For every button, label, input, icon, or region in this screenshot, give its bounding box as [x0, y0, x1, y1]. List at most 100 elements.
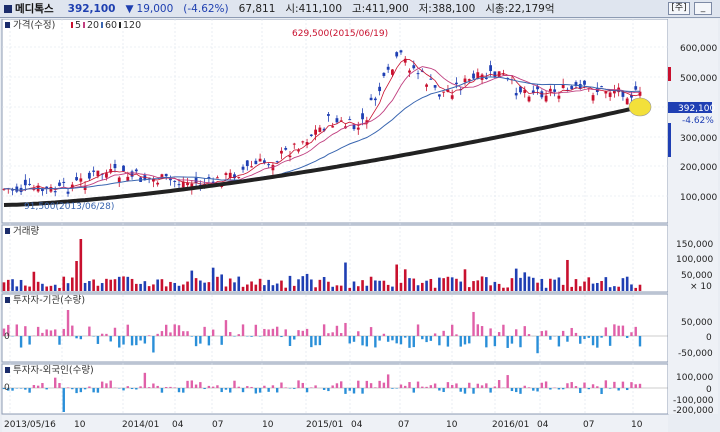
- inst-bar: [357, 331, 360, 336]
- inst-bar: [369, 327, 373, 336]
- inst-bar: [459, 336, 462, 347]
- inst-bar: [604, 327, 608, 336]
- inst-bar: [502, 324, 505, 336]
- candle-body: [395, 52, 399, 57]
- inst-bar: [395, 336, 398, 344]
- foreign-bar: [293, 388, 296, 389]
- volume-bar: [109, 279, 113, 291]
- foreign-bar: [152, 383, 155, 388]
- foreign-bar: [468, 382, 471, 388]
- foreign-bar: [135, 388, 138, 390]
- inst-bar: [2, 328, 6, 336]
- volume-panel[interactable]: [1, 224, 669, 293]
- candle-body: [608, 92, 612, 97]
- stock-name[interactable]: 메디톡스: [15, 3, 54, 15]
- foreign-bar: [220, 388, 223, 393]
- candle-body: [408, 70, 411, 73]
- inst-bar: [45, 329, 48, 336]
- inst-bar: [544, 330, 548, 336]
- candle-body: [429, 78, 433, 80]
- foreign-bar: [250, 386, 253, 388]
- inst-bar: [570, 327, 573, 336]
- market-cap: 시총:22,179억: [485, 3, 555, 15]
- candle-body: [28, 183, 32, 185]
- candle-body: [87, 172, 91, 179]
- volume-bar: [382, 280, 386, 291]
- foreign-panel[interactable]: [1, 363, 669, 415]
- institution-panel[interactable]: [1, 293, 669, 363]
- volume-bar: [591, 283, 595, 291]
- volume-bar: [62, 276, 66, 291]
- candle-body: [331, 126, 335, 128]
- foreign-bar: [378, 380, 381, 388]
- inst-bar: [71, 325, 74, 336]
- volume-bar: [241, 286, 245, 291]
- volume-bar: [489, 285, 492, 291]
- candle-body: [53, 191, 57, 193]
- foreign-bar: [160, 388, 164, 393]
- volume-bar: [156, 279, 159, 291]
- inst-bar: [365, 336, 369, 347]
- inst-bar: [600, 336, 603, 338]
- candle-body: [523, 89, 527, 93]
- for-tick-0: 0: [706, 385, 712, 395]
- volume-bar: [147, 286, 151, 291]
- inst-bar: [199, 336, 202, 344]
- candle-body: [126, 176, 130, 181]
- inst-bar: [374, 336, 377, 348]
- volume-bar: [553, 279, 556, 291]
- foreign-bar: [177, 388, 181, 393]
- menu-square-icon[interactable]: [4, 4, 12, 13]
- volume-bar: [113, 279, 117, 291]
- inst-bar: [182, 331, 185, 336]
- foreign-bar: [41, 383, 44, 388]
- foreign-bar: [130, 388, 134, 390]
- candle-body: [467, 79, 471, 81]
- candle-body: [489, 65, 493, 72]
- foreign-bar: [28, 388, 31, 393]
- price-panel[interactable]: [1, 19, 669, 224]
- volume-bar: [493, 281, 497, 291]
- candle-body: [164, 173, 168, 177]
- x-axis-label: 2016/01: [492, 420, 529, 430]
- candle-body: [591, 95, 595, 101]
- candle-body: [250, 166, 253, 168]
- foreign-bar: [254, 388, 258, 394]
- inst-bar: [463, 336, 467, 345]
- inst-bar: [408, 336, 411, 348]
- foreign-bar: [122, 388, 125, 391]
- candle-body: [322, 128, 326, 131]
- candle-body: [15, 186, 19, 192]
- volume-bar: [24, 285, 27, 291]
- volume-bar: [472, 281, 475, 291]
- candle-body: [335, 118, 339, 123]
- stock-chart[interactable]: 가격(수정) 5 20 60 120 629,500(2015/06/19) 9…: [0, 19, 720, 432]
- foreign-bar: [263, 385, 266, 388]
- foreign-bar: [36, 385, 40, 388]
- foreign-bar: [421, 386, 424, 388]
- inst-bar: [267, 329, 270, 336]
- volume-bar: [53, 284, 57, 291]
- candle-body: [442, 91, 446, 93]
- candle-body: [117, 177, 121, 182]
- foreign-bar: [224, 388, 228, 390]
- for-tick-neg100k: -100,000: [673, 396, 714, 406]
- inst-bar: [190, 336, 194, 337]
- candle-body: [92, 170, 96, 172]
- volume-bar: [557, 277, 561, 291]
- price-type-button[interactable]: [주]: [668, 2, 690, 15]
- inst-bar: [113, 327, 117, 336]
- volume-bar: [267, 279, 270, 291]
- volume-bar: [254, 284, 258, 291]
- foreign-bar: [147, 387, 151, 388]
- candle-body: [224, 173, 228, 176]
- inst-bar: [156, 333, 159, 336]
- minimize-button[interactable]: _: [694, 2, 712, 15]
- inst-bar: [75, 336, 78, 339]
- high-price: 고:411,900: [352, 3, 409, 15]
- candle-body: [450, 95, 454, 99]
- foreign-bar: [96, 388, 100, 393]
- foreign-bar: [45, 388, 48, 390]
- candle-body: [472, 73, 475, 79]
- volume-bar: [613, 286, 616, 291]
